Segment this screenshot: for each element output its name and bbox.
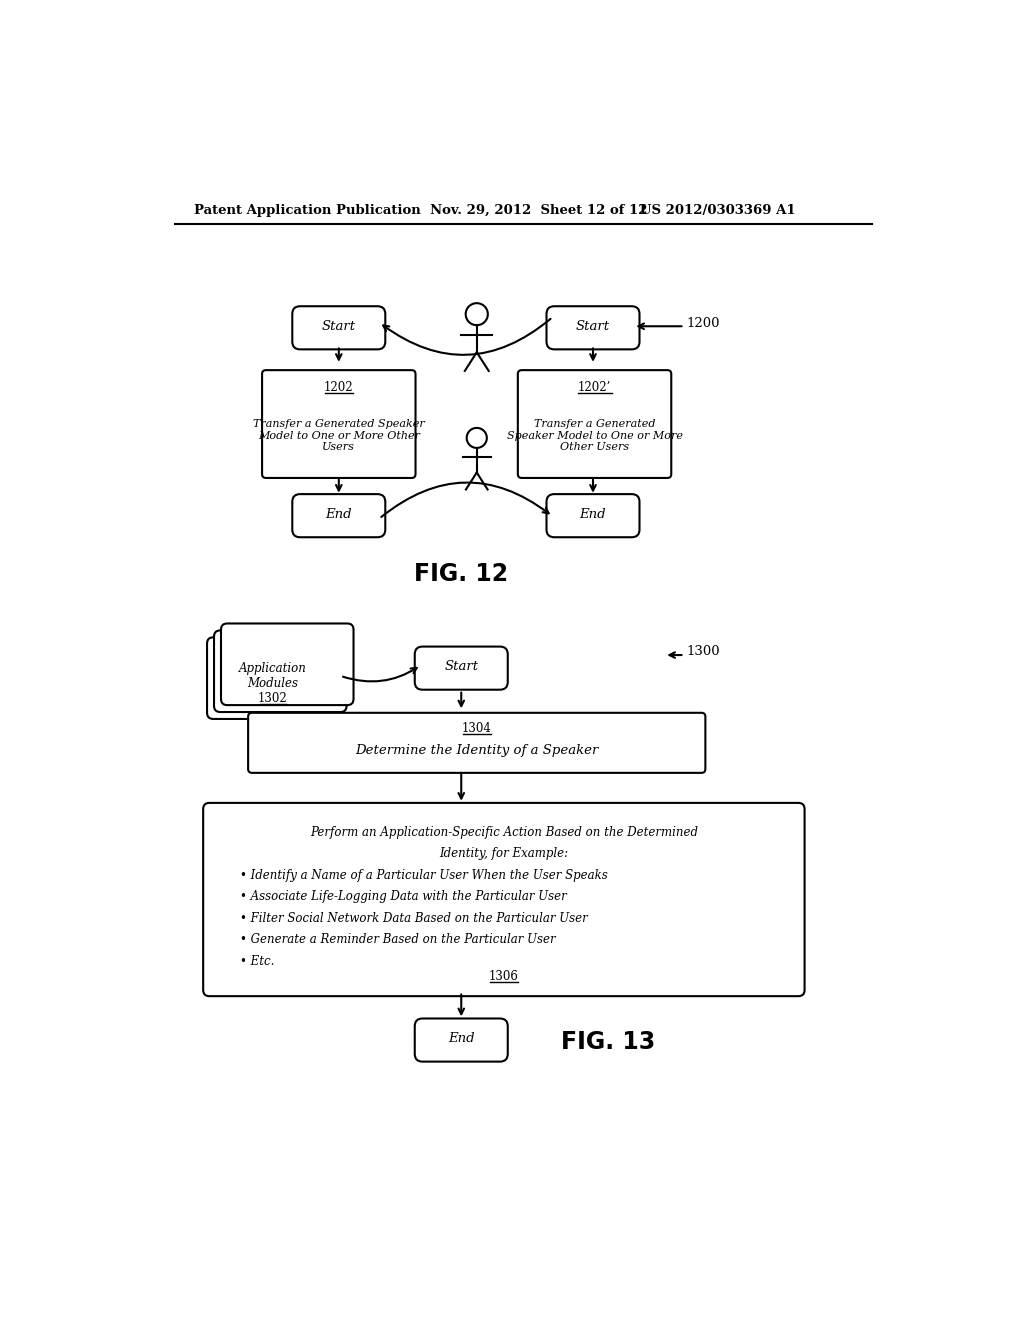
Text: Transfer a Generated Speaker
Model to One or More Other
Users: Transfer a Generated Speaker Model to On… [253, 418, 425, 453]
Text: End: End [580, 508, 606, 520]
FancyBboxPatch shape [547, 494, 640, 537]
Text: Identity, for Example:: Identity, for Example: [439, 847, 568, 861]
FancyBboxPatch shape [518, 370, 672, 478]
Text: 1302: 1302 [258, 693, 288, 705]
Text: Application
Modules: Application Modules [239, 661, 307, 690]
Text: 1202’: 1202’ [578, 381, 611, 395]
Text: End: End [447, 1032, 474, 1045]
Text: Transfer a Generated
Speaker Model to One or More
Other Users: Transfer a Generated Speaker Model to On… [507, 418, 683, 453]
Text: • Filter Social Network Data Based on the Particular User: • Filter Social Network Data Based on th… [241, 912, 588, 925]
Text: FIG. 12: FIG. 12 [414, 562, 508, 586]
Text: Nov. 29, 2012  Sheet 12 of 12: Nov. 29, 2012 Sheet 12 of 12 [430, 205, 648, 218]
FancyBboxPatch shape [292, 306, 385, 350]
Circle shape [467, 428, 486, 447]
FancyBboxPatch shape [248, 713, 706, 774]
FancyBboxPatch shape [214, 631, 346, 711]
FancyBboxPatch shape [415, 647, 508, 689]
Text: Determine the Identity of a Speaker: Determine the Identity of a Speaker [355, 744, 598, 758]
Text: 1200: 1200 [686, 317, 720, 330]
Text: Start: Start [444, 660, 478, 673]
FancyBboxPatch shape [547, 306, 640, 350]
Text: Start: Start [322, 319, 356, 333]
FancyBboxPatch shape [203, 803, 805, 997]
Text: Perform an Application-Specific Action Based on the Determined: Perform an Application-Specific Action B… [310, 825, 698, 838]
FancyBboxPatch shape [262, 370, 416, 478]
Text: 1306: 1306 [488, 970, 519, 982]
Text: • Identify a Name of a Particular User When the User Speaks: • Identify a Name of a Particular User W… [241, 869, 608, 882]
Text: FIG. 13: FIG. 13 [561, 1031, 655, 1055]
FancyBboxPatch shape [221, 623, 353, 705]
Text: • Etc.: • Etc. [241, 954, 274, 968]
Text: Start: Start [575, 319, 610, 333]
FancyBboxPatch shape [207, 638, 340, 719]
Circle shape [466, 304, 487, 325]
FancyBboxPatch shape [292, 494, 385, 537]
Text: 1304: 1304 [462, 722, 492, 735]
Text: Patent Application Publication: Patent Application Publication [194, 205, 421, 218]
FancyBboxPatch shape [415, 1019, 508, 1061]
Text: End: End [326, 508, 352, 520]
Text: 1300: 1300 [686, 644, 720, 657]
Text: • Generate a Reminder Based on the Particular User: • Generate a Reminder Based on the Parti… [241, 933, 556, 946]
Text: US 2012/0303369 A1: US 2012/0303369 A1 [640, 205, 795, 218]
Text: • Associate Life-Logging Data with the Particular User: • Associate Life-Logging Data with the P… [241, 890, 567, 903]
Text: 1202: 1202 [324, 381, 353, 395]
